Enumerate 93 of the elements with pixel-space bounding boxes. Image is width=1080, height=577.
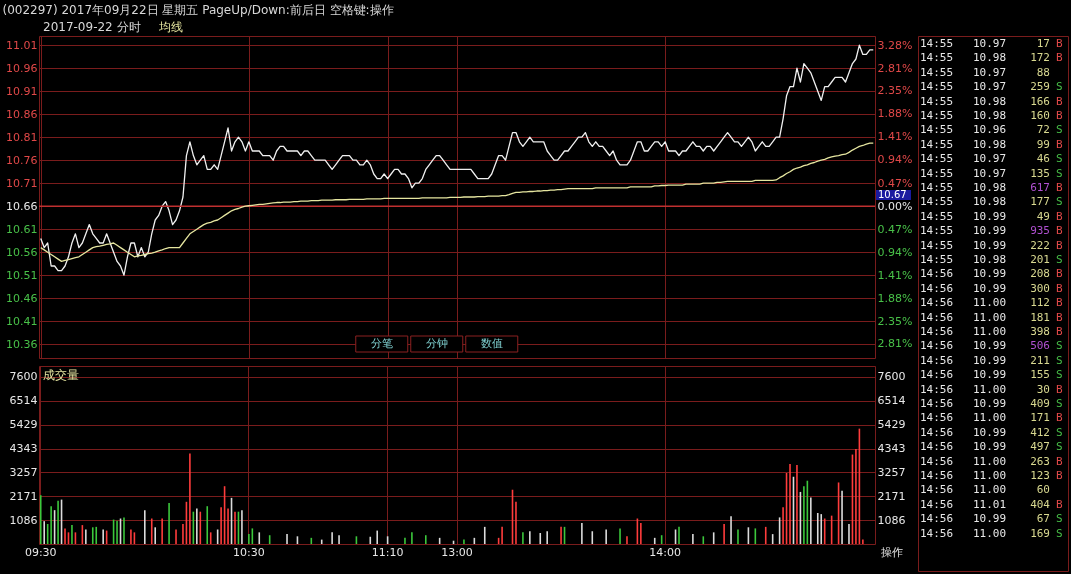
y2-tick-label: 6514 [877,394,906,408]
text: 14:56 10.99 67 S [920,512,1063,526]
text: 14:55 10.99 49 B [920,209,1063,223]
y-tick-label: 10.86 [6,107,38,121]
y-tick-label: 1086 [9,513,38,527]
y-tick-label: 10.66 [6,199,38,213]
y-tick-label: 10.56 [6,245,38,259]
text: 14:56 11.00 60 [920,483,1050,497]
chart-subtitle: 2017-09-22 分时 [43,20,141,34]
text: 14:55 10.97 17 B [920,37,1063,50]
text: 14:56 11.00 181 B [920,310,1063,324]
text: 14:56 10.99 155 S [920,368,1063,382]
y2-tick-label: 1.41% [877,268,913,282]
text: 成交量 [43,368,79,382]
text: 14:56 10.99 300 B [920,281,1063,295]
text: 14:55 10.98 177 S [920,195,1063,209]
y-tick-label: 10.91 [6,84,38,98]
y-tick-label: 10.96 [6,61,38,75]
y2-tick-label: 0.94% [877,153,913,167]
y2-tick-label: 1.88% [877,291,913,305]
text: 14:56 11.00 30 B [920,382,1063,396]
text: 操作 [881,546,903,559]
line-series [40,44,874,276]
y2-tick-label: 4343 [877,442,906,456]
y2-tick-label: 5429 [877,418,906,432]
y-tick-label: 5429 [9,418,38,432]
line-series [40,142,874,263]
text: 14:56 11.00 112 B [920,296,1063,310]
y-tick-label: 11.01 [6,38,38,52]
y2-tick-label: 0.47% [877,176,913,190]
y2-tick-label: 2.81% [877,337,913,351]
y-tick-label: 10.51 [6,268,38,282]
text: 14:55 10.97 135 S [920,166,1063,180]
text: 14:55 10.98 172 B [920,51,1063,65]
text: 均线 [158,20,183,34]
y2-tick-label: 7600 [877,370,906,384]
y-tick-label: 10.46 [6,291,38,305]
text: 14:56 11.00 398 B [920,325,1063,338]
x-tick-label: 09:30 [24,545,57,559]
text: 14:56 10.99 208 B [920,267,1063,281]
text: 14:55 10.98 160 B [920,109,1063,122]
y2-tick-label: 0.00% [877,199,913,213]
y-tick-label: 10.71 [6,176,38,190]
x-tick-label: 11:10 [371,545,404,559]
x-tick-label: 10:30 [233,545,265,559]
text: 14:55 10.98 166 B [920,94,1063,108]
y2-tick-label: 2.35% [877,84,913,98]
y-tick-label: 7600 [9,370,38,384]
annotation: 数值 [480,337,503,350]
text: 14:55 10.99 935 B [920,224,1063,238]
text: 14:55 10.99 222 B [920,238,1063,252]
y-tick-label: 4343 [9,442,38,456]
y-tick-label: 10.76 [6,153,38,167]
text: 14:56 10.99 409 S [920,397,1063,410]
y-tick-label: 10.36 [6,337,38,351]
y-tick-label: 10.41 [6,314,38,328]
y2-tick-label: 2171 [877,489,906,503]
y2-tick-label: 0.94% [877,245,913,259]
text: 14:56 11.00 263 B [920,454,1063,468]
text: 14:55 10.96 72 S [920,123,1063,137]
y2-tick-label: 1086 [877,513,906,527]
text: 14:55 10.98 617 B [920,181,1063,194]
y-tick-label: 10.61 [6,222,38,236]
text: 14:56 10.99 497 S [920,440,1063,454]
y-tick-label: 6514 [9,394,38,408]
text: 14:56 11.00 171 B [920,411,1063,425]
text: 14:56 10.99 506 S [920,339,1063,353]
text: 14:56 11.01 404 B [920,497,1063,511]
text: 10.67 [878,189,907,201]
annotation: 分笔 [370,337,393,350]
y2-tick-label: 3257 [877,465,906,479]
chart-title: (002297) 2017年09月22日 星期五 PageUp/Down:前后日 空格键:操作 [2,2,394,17]
text: 14:55 10.97 259 S [920,80,1063,94]
y2-tick-label: 2.35% [877,314,913,328]
text: 14:56 11.00 169 S [920,526,1063,540]
y2-tick-label: 2.81% [877,61,913,75]
text: 14:56 10.99 211 S [920,353,1063,367]
text: 14:56 11.00 123 B [920,469,1063,482]
y2-tick-label: 1.88% [877,107,913,121]
text: 14:56 10.99 412 S [920,425,1063,439]
y-tick-label: 3257 [9,465,38,479]
y-tick-label: 10.81 [6,130,38,144]
text: 14:55 10.97 46 S [920,152,1063,166]
annotation: 分钟 [425,337,448,350]
y2-tick-label: 0.47% [877,222,913,236]
text: 14:55 10.97 88 [920,65,1050,79]
text: 14:55 10.98 99 B [920,137,1063,151]
y-tick-label: 2171 [9,489,38,503]
y2-tick-label: 1.41% [877,130,913,144]
x-tick-label: 14:00 [649,545,681,559]
text: 14:55 10.98 201 S [920,253,1063,266]
y2-tick-label: 3.28% [877,38,913,52]
x-tick-label: 13:00 [441,545,473,559]
